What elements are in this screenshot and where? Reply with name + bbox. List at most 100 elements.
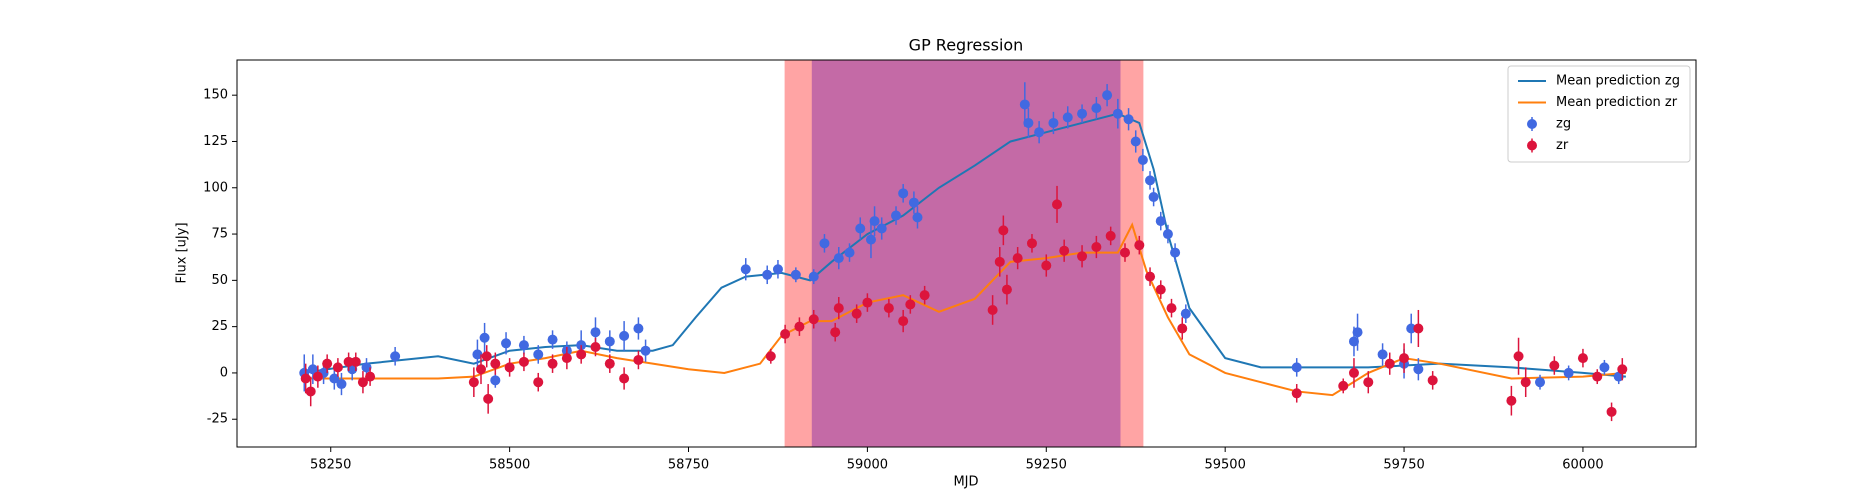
legend-label: Mean prediction zg <box>1556 74 1680 89</box>
data-point <box>1291 388 1302 399</box>
data-point <box>1155 216 1166 227</box>
data-point <box>476 364 487 375</box>
data-point <box>479 332 490 343</box>
y-tick-label: 150 <box>203 88 228 103</box>
data-point <box>329 373 340 384</box>
x-tick-label: 59500 <box>1204 458 1245 473</box>
y-axis-label: Flux [uJy] <box>175 222 190 283</box>
data-point <box>1291 362 1302 373</box>
data-point <box>347 364 358 375</box>
data-point <box>919 290 930 301</box>
legend-marker <box>1527 140 1537 151</box>
data-point <box>305 386 316 397</box>
data-point <box>1148 192 1159 203</box>
data-point <box>830 327 841 338</box>
data-point <box>357 377 368 388</box>
data-point <box>390 351 401 362</box>
data-point <box>1112 108 1123 119</box>
data-point <box>1123 114 1134 125</box>
data-point <box>1145 271 1156 282</box>
data-point <box>994 256 1005 267</box>
data-point <box>1180 308 1191 319</box>
data-point <box>472 349 483 360</box>
data-point <box>1399 353 1410 364</box>
data-point <box>518 356 529 367</box>
data-point <box>604 336 615 347</box>
chart-title: GP Regression <box>909 36 1024 55</box>
data-point <box>1145 175 1156 186</box>
data-point <box>483 393 494 404</box>
data-point <box>547 334 558 345</box>
data-point <box>350 356 361 367</box>
data-point <box>590 342 601 353</box>
data-point <box>1019 99 1030 110</box>
data-point <box>1023 117 1034 128</box>
data-point <box>547 358 558 369</box>
data-point <box>1348 336 1359 347</box>
data-point <box>1012 253 1023 264</box>
y-tick-label: 25 <box>211 319 228 334</box>
x-tick-label: 60000 <box>1562 458 1603 473</box>
y-tick-label: 100 <box>203 180 228 195</box>
y-tick-label: 0 <box>220 365 228 380</box>
data-point <box>1062 112 1073 123</box>
data-point <box>468 377 479 388</box>
data-point <box>833 303 844 314</box>
data-point <box>1535 377 1546 388</box>
data-point <box>898 316 909 327</box>
x-tick-label: 59000 <box>847 458 888 473</box>
legend-label: Mean prediction zr <box>1556 95 1678 110</box>
data-point <box>1563 367 1574 378</box>
data-point <box>1513 351 1524 362</box>
y-tick-label: -25 <box>207 412 228 427</box>
x-tick-label: 58500 <box>489 458 530 473</box>
data-point <box>576 349 587 360</box>
data-point <box>1613 371 1624 382</box>
data-point <box>851 308 862 319</box>
data-point <box>1549 360 1560 371</box>
data-point <box>1155 284 1166 295</box>
data-point <box>307 364 318 375</box>
data-point <box>1413 364 1424 375</box>
data-point <box>1348 367 1359 378</box>
data-point <box>1130 136 1141 147</box>
data-point <box>1406 323 1417 334</box>
data-point <box>987 304 998 315</box>
data-point <box>1592 371 1603 382</box>
data-point <box>1177 323 1188 334</box>
data-point <box>1577 353 1588 364</box>
data-point <box>794 321 805 332</box>
data-point <box>322 358 333 369</box>
data-point <box>1599 362 1610 373</box>
data-point <box>633 323 644 334</box>
data-point <box>898 188 909 199</box>
data-point <box>490 358 501 369</box>
data-point <box>780 329 791 340</box>
data-point <box>772 264 783 275</box>
data-point <box>808 271 819 282</box>
data-point <box>1077 251 1088 262</box>
data-point <box>740 264 751 275</box>
data-point <box>1052 199 1063 210</box>
data-point <box>561 353 572 364</box>
data-point <box>905 299 916 310</box>
data-point <box>819 238 830 249</box>
data-point <box>1617 364 1628 375</box>
data-point <box>604 358 615 369</box>
data-point <box>504 362 515 373</box>
data-point <box>481 351 492 362</box>
data-point <box>883 303 894 314</box>
data-point <box>912 212 923 223</box>
x-tick-label: 58750 <box>668 458 709 473</box>
data-point <box>865 234 876 245</box>
data-point <box>336 379 347 390</box>
x-tick-label: 58250 <box>310 458 351 473</box>
x-tick-label: 59250 <box>1026 458 1067 473</box>
data-point <box>300 373 311 384</box>
data-point <box>891 210 902 221</box>
x-tick-label: 59750 <box>1383 458 1424 473</box>
data-point <box>501 338 512 349</box>
legend-label: zg <box>1556 117 1571 132</box>
